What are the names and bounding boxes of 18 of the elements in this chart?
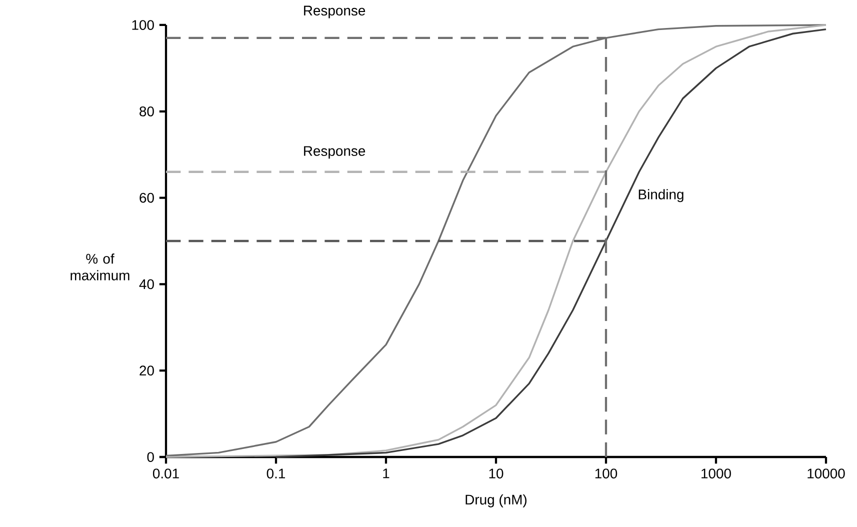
x-tick-label: 0.1 — [266, 468, 285, 478]
y-tick-label: 0 — [147, 452, 154, 462]
y-tick-label: 80 — [140, 106, 154, 116]
x-tick-label: 10 — [489, 468, 504, 478]
x-tick-label: 0.01 — [152, 468, 179, 478]
y-tick-label: 100 — [132, 20, 154, 30]
text: Response — [304, 6, 366, 18]
annotation: Response — [304, 146, 366, 159]
x-tick-label: 10000 — [808, 468, 845, 478]
y-tick-label: 20 — [140, 366, 154, 376]
y-tick-label: 40 — [139, 279, 154, 290]
x-tick-label: 1 — [383, 468, 390, 478]
x-tick-label: 1000 — [702, 468, 731, 478]
annotation: Binding — [638, 189, 684, 202]
y-tick-label: 60 — [140, 192, 154, 203]
y-axis-title: % of maximum — [70, 254, 130, 280]
x-tick-label: 100 — [595, 468, 618, 478]
x-axis-title: Drug (nM) — [466, 494, 526, 508]
